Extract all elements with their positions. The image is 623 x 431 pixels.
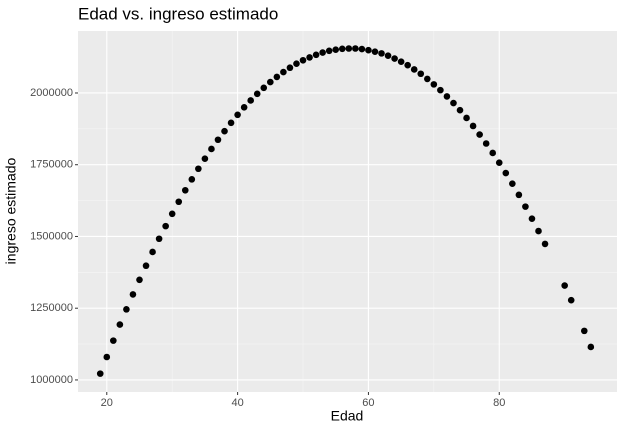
- y-axis-label: ingreso estimado: [3, 157, 19, 264]
- point: [522, 203, 529, 210]
- panel: [78, 31, 617, 392]
- point: [371, 48, 379, 55]
- point: [286, 64, 294, 72]
- point: [123, 306, 130, 313]
- point: [502, 169, 510, 177]
- y-tick-label: 2000000: [30, 87, 73, 99]
- point: [338, 45, 346, 53]
- point: [319, 49, 326, 56]
- point: [456, 106, 464, 114]
- point: [181, 186, 189, 194]
- point: [208, 145, 215, 153]
- point: [168, 210, 176, 218]
- point: [240, 104, 248, 111]
- point: [227, 119, 235, 127]
- point: [417, 70, 425, 78]
- y-tick-label: 1000000: [30, 374, 73, 386]
- point: [535, 227, 542, 235]
- point: [430, 81, 438, 88]
- point: [345, 45, 353, 52]
- point: [267, 78, 274, 86]
- point: [469, 122, 477, 130]
- point: [142, 262, 150, 270]
- point: [495, 159, 503, 167]
- point: [580, 327, 588, 335]
- point: [325, 47, 333, 55]
- x-axis-label: Edad: [331, 408, 364, 424]
- point: [195, 165, 202, 173]
- point: [306, 54, 313, 61]
- point: [299, 56, 307, 64]
- point: [129, 291, 137, 298]
- point: [280, 68, 287, 76]
- point: [293, 60, 300, 68]
- point: [273, 73, 281, 81]
- point: [136, 276, 143, 284]
- point: [103, 353, 111, 361]
- grid: [78, 31, 617, 392]
- point: [149, 248, 156, 256]
- point: [541, 240, 549, 248]
- y-tick-label: 1750000: [30, 159, 73, 171]
- point: [247, 97, 254, 104]
- point: [365, 46, 372, 54]
- point: [528, 215, 536, 222]
- point: [515, 191, 523, 199]
- point: [260, 84, 268, 92]
- x-tick-label: 40: [231, 397, 243, 409]
- point: [175, 198, 183, 206]
- point: [587, 343, 595, 351]
- point: [116, 321, 124, 328]
- point: [567, 296, 575, 304]
- point: [410, 66, 418, 73]
- point: [201, 155, 209, 162]
- point: [312, 51, 320, 59]
- point: [443, 93, 451, 100]
- point: [162, 222, 169, 230]
- point: [424, 75, 431, 83]
- point: [253, 90, 261, 98]
- point: [397, 58, 405, 66]
- point: [110, 337, 117, 344]
- point: [437, 86, 444, 94]
- point: [509, 180, 516, 187]
- point: [378, 50, 385, 57]
- x-tick-label: 20: [101, 397, 113, 409]
- point: [450, 99, 457, 107]
- point: [188, 176, 196, 183]
- point: [476, 131, 483, 138]
- y-tick-label: 1250000: [30, 302, 73, 314]
- point: [391, 55, 398, 62]
- point: [352, 45, 359, 52]
- x-tick-label: 60: [362, 397, 374, 409]
- point: [96, 370, 104, 377]
- point: [155, 235, 163, 243]
- y-tick-label: 1500000: [30, 230, 73, 242]
- chart-title: Edad vs. ingreso estimado: [78, 4, 278, 23]
- point: [332, 46, 340, 53]
- point: [482, 140, 490, 147]
- point: [561, 282, 568, 289]
- point: [358, 45, 366, 53]
- point: [463, 114, 470, 122]
- x-tick-label: 80: [493, 397, 505, 409]
- point: [234, 111, 241, 119]
- point: [404, 61, 411, 69]
- point: [214, 136, 222, 144]
- point: [384, 52, 392, 59]
- point: [489, 149, 497, 157]
- points: [96, 45, 595, 377]
- point: [221, 127, 228, 135]
